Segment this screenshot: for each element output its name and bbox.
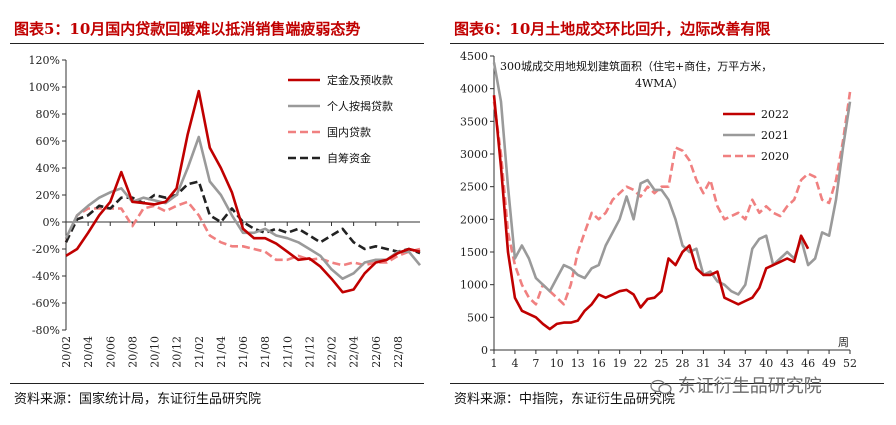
x-tick-label: 1	[491, 357, 498, 370]
left-source-rule	[10, 383, 424, 384]
x-tick-label: 52	[843, 357, 857, 370]
x-tick-label: 21/06	[237, 336, 250, 368]
x-tick-label: 20/06	[104, 336, 117, 368]
x-tick-label: 20/08	[126, 336, 139, 368]
y-tick-label: 60%	[36, 135, 60, 148]
chart-annotation-line-2: 4WMA）	[635, 77, 684, 90]
watermark-text: 东证衍生品研究院	[677, 376, 822, 397]
x-tick-label: 22/04	[348, 336, 361, 368]
left-chart-svg: -80% -60% -40% -20% 0% 20% 40% 60% 80% 100% 120% 20…	[29, 54, 422, 368]
right-chart-panel: 图表6：10月土地成交环比回升，边际改善有限 0 500 1000 1500 2000 2…	[440, 0, 896, 425]
x-tick-label: 21/12	[303, 336, 316, 368]
x-tick-label: 34	[717, 357, 731, 370]
x-tick-label: 7	[532, 357, 539, 370]
y-tick-label: -20%	[32, 243, 60, 256]
x-tick-label: 22/08	[392, 336, 405, 368]
x-tick-label: 37	[738, 357, 752, 370]
wechat-logo-icon	[650, 379, 672, 395]
y-tick-label: 100%	[29, 81, 60, 94]
left-chart-title: 图表5：10月国内贷款回暖难以抵消销售端疲弱态势	[14, 20, 361, 38]
x-tick-label: 20/10	[149, 336, 162, 368]
legend-label-4: 自筹资金	[327, 151, 371, 165]
legend-label-2020: 2020	[761, 150, 789, 163]
y-tick-label: 20%	[36, 189, 60, 202]
y-tick-label: 4500	[460, 50, 488, 63]
x-tick-label: 20/12	[171, 336, 184, 368]
legend-label-1: 定金及预收款	[327, 73, 393, 87]
x-tick-label: 49	[822, 357, 836, 370]
x-tick-label: 21/08	[259, 336, 272, 368]
legend-label-2: 个人按揭贷款	[327, 99, 393, 113]
watermark: 东证衍生品研究院	[650, 372, 822, 398]
y-tick-label: 3500	[460, 115, 488, 128]
series-line-2020	[492, 91, 852, 306]
y-tick-label: 0	[481, 344, 488, 357]
right-source-rule	[450, 383, 884, 384]
x-tick-label: 10	[550, 357, 564, 370]
y-tick-label: 0%	[43, 216, 60, 229]
x-tick-label: 13	[571, 357, 585, 370]
y-tick-label: 40%	[36, 162, 60, 175]
x-tick-label: 20/04	[82, 336, 95, 368]
chart-annotation-line-1: 300城成交用地规划建筑面积（住宅+商住，万平方米，	[500, 59, 772, 73]
y-tick-label: 2500	[460, 181, 488, 194]
x-axis-label: 周	[838, 336, 849, 349]
right-chart-source: 资料来源：中指院，东证衍生品研究院	[454, 392, 676, 407]
x-tick-label: 21/04	[215, 336, 228, 368]
left-title-rule	[10, 43, 424, 44]
x-tick-label: 22	[634, 357, 648, 370]
series-line-1	[65, 89, 421, 294]
x-tick-label: 16	[592, 357, 606, 370]
x-tick-label: 25	[655, 357, 669, 370]
y-tick-label: 120%	[29, 54, 60, 67]
series-line-2021	[492, 62, 852, 296]
x-tick-label: 31	[696, 357, 710, 370]
legend-label-3: 国内贷款	[327, 125, 371, 139]
y-tick-label: 500	[467, 311, 488, 324]
series-line-2	[64, 135, 422, 280]
legend-label-2021: 2021	[761, 129, 789, 142]
series-line-2022	[492, 95, 810, 331]
y-tick-label: 1000	[460, 279, 488, 292]
left-chart-panel: 图表5：10月国内贷款回暖难以抵消销售端疲弱态势 -80% -60% -40% -20…	[0, 0, 436, 425]
right-chart-title: 图表6：10月土地成交环比回升，边际改善有限	[454, 20, 771, 38]
x-tick-label: 4	[511, 357, 518, 370]
y-tick-label: 2000	[460, 213, 488, 226]
legend-label-2022: 2022	[761, 108, 789, 121]
x-tick-label: 22/02	[326, 336, 339, 368]
y-tick-label: -40%	[32, 270, 60, 283]
x-tick-label: 46	[801, 357, 815, 370]
x-tick-label: 40	[759, 357, 773, 370]
x-tick-label: 21/02	[193, 336, 206, 368]
y-tick-label: 1500	[460, 246, 488, 259]
y-tick-label: -80%	[32, 324, 60, 337]
x-tick-label: 19	[613, 357, 627, 370]
y-tick-label: 3000	[460, 148, 488, 161]
x-tick-label: 20/02	[60, 336, 73, 368]
y-tick-label: 4000	[460, 83, 488, 96]
x-tick-label: 22/06	[370, 336, 383, 368]
x-tick-label: 21/10	[281, 336, 294, 368]
series-line-4	[64, 180, 421, 255]
right-title-rule	[450, 43, 884, 44]
y-tick-label: 80%	[36, 108, 60, 121]
x-tick-label: 28	[675, 357, 689, 370]
y-tick-label: -60%	[32, 297, 60, 310]
x-tick-label: 43	[780, 357, 794, 370]
left-chart-source: 资料来源：国家统计局，东证衍生品研究院	[14, 392, 262, 407]
